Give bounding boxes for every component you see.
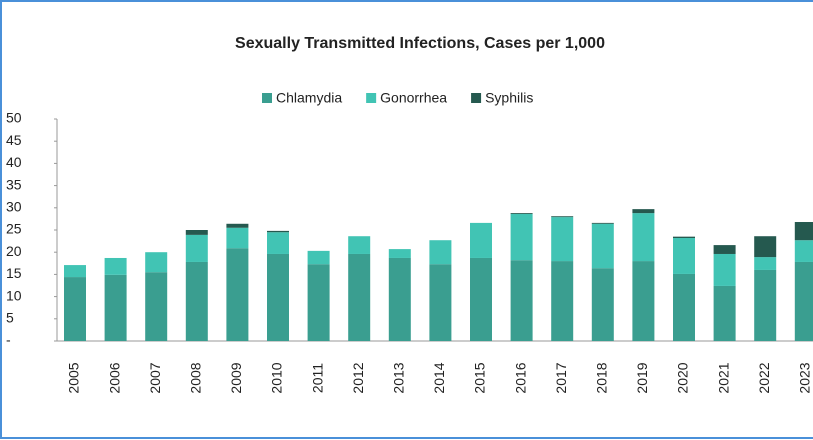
- bar-segment: [185, 261, 208, 341]
- legend-label: Gonorrhea: [380, 90, 447, 106]
- bar-segment: [510, 260, 533, 341]
- bar-segment: [348, 253, 371, 341]
- bar-segment: [551, 217, 574, 262]
- x-tick-label: 2009: [228, 362, 244, 393]
- x-tick-label: 2023: [797, 362, 813, 393]
- bar-segment: [145, 272, 168, 341]
- x-tick-label: 2016: [512, 362, 528, 393]
- bar-segment: [673, 236, 695, 238]
- bar-segment: [510, 213, 533, 215]
- bar-segment: [713, 245, 736, 254]
- bar-segment: [307, 264, 330, 341]
- y-tick-label: 40: [6, 154, 22, 170]
- bar-segment: [267, 230, 289, 233]
- x-tick-label: 2006: [106, 362, 122, 393]
- x-tick-label: 2014: [431, 362, 447, 393]
- bar-segment: [632, 213, 655, 262]
- legend-swatch: [471, 93, 482, 103]
- bar-segment: [429, 240, 452, 265]
- legend-label: Chlamydia: [276, 90, 342, 106]
- bar-segment: [794, 261, 813, 341]
- bar-segment: [754, 269, 777, 341]
- x-tick-label: 2020: [675, 362, 691, 393]
- bar-segment: [794, 240, 813, 262]
- bar-segment: [591, 268, 614, 341]
- y-tick-label: 50: [6, 110, 22, 126]
- bar-segment: [713, 285, 736, 341]
- bar-segment: [388, 249, 411, 258]
- legend-label: Syphilis: [485, 90, 533, 106]
- x-tick-label: 2010: [269, 362, 285, 393]
- y-tick-label: 35: [6, 176, 22, 192]
- bar-segment: [145, 252, 168, 273]
- y-tick-label: -: [6, 332, 11, 348]
- bar-segment: [388, 257, 411, 341]
- x-tick-label: 2011: [309, 363, 325, 393]
- y-tick-label: 45: [6, 132, 22, 148]
- legend-swatch: [366, 93, 377, 103]
- x-tick-label: 2015: [472, 362, 488, 393]
- bar-segment: [673, 273, 695, 341]
- bar-segment: [551, 261, 574, 341]
- y-tick-label: 20: [6, 243, 22, 259]
- bar-segment: [632, 209, 655, 214]
- x-tick-label: 2017: [553, 362, 569, 393]
- y-tick-label: 25: [6, 221, 22, 237]
- x-tick-label: 2021: [715, 362, 731, 393]
- bar-segment: [226, 223, 249, 228]
- bar-segment: [64, 277, 86, 341]
- bar-segment: [591, 223, 614, 269]
- bar-segment: [429, 264, 452, 341]
- bar-segment: [226, 227, 249, 249]
- bar-segment: [510, 214, 533, 261]
- y-tick-label: 5: [6, 310, 14, 326]
- x-tick-label: 2022: [756, 362, 772, 393]
- x-tick-label: 2005: [66, 362, 82, 393]
- bar-segment: [348, 236, 371, 254]
- bar-segment: [267, 232, 289, 254]
- bar-segment: [104, 274, 127, 341]
- chart-title: Sexually Transmitted Infections, Cases p…: [235, 35, 605, 52]
- y-tick-label: 30: [6, 199, 22, 215]
- bar-segment: [632, 261, 655, 341]
- bar-segment: [185, 234, 208, 262]
- bar-segment: [226, 248, 249, 341]
- y-tick-label: 15: [6, 265, 22, 281]
- bar-segment: [470, 257, 492, 341]
- bar-segment: [551, 216, 574, 218]
- x-tick-label: 2007: [147, 362, 163, 393]
- bar-segment: [307, 250, 330, 265]
- bar-segment: [470, 222, 492, 258]
- y-tick-label: 10: [6, 287, 22, 303]
- bar-segment: [591, 222, 614, 224]
- x-tick-label: 2013: [391, 362, 407, 393]
- legend-swatch: [262, 93, 272, 103]
- bar-segment: [64, 265, 86, 278]
- x-tick-label: 2008: [188, 362, 204, 393]
- bar-segment: [794, 222, 813, 241]
- x-tick-label: 2019: [634, 362, 650, 393]
- bar-segment: [673, 237, 695, 274]
- x-tick-label: 2012: [350, 362, 366, 393]
- bar-segment: [267, 253, 289, 341]
- x-tick-label: 2018: [594, 362, 610, 393]
- bar-segment: [713, 253, 736, 286]
- bar-segment: [754, 257, 777, 270]
- bar-segment: [185, 230, 208, 235]
- bar-segment: [104, 257, 127, 275]
- bar-segment: [754, 236, 777, 258]
